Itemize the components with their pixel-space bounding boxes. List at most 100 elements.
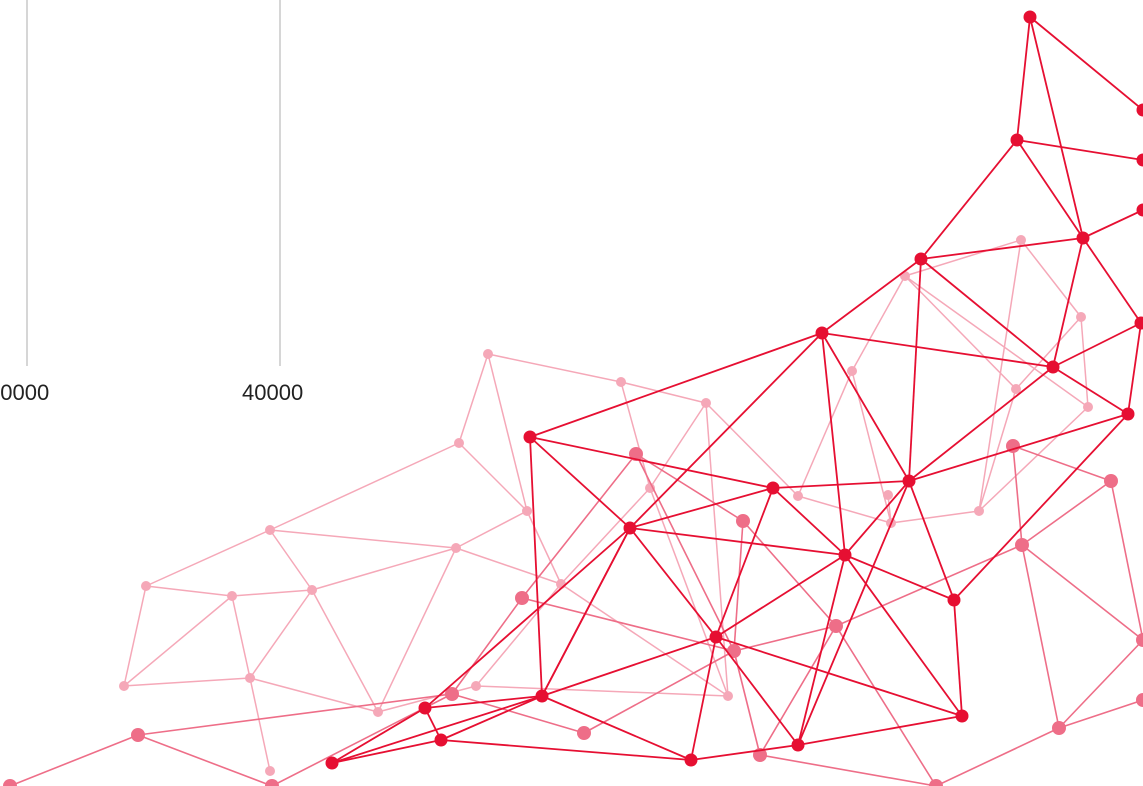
network-node [1136, 693, 1143, 707]
network-node [629, 447, 643, 461]
network-edge [1058, 699, 1143, 729]
network-node [522, 506, 532, 516]
network-node [791, 738, 805, 752]
network-edge [908, 413, 1129, 482]
network-edge [487, 353, 622, 383]
network-edge [844, 554, 963, 717]
network-node [515, 591, 529, 605]
network-edge [249, 677, 271, 772]
network-edge [1012, 445, 1112, 482]
network-node [131, 728, 145, 742]
network-edge [331, 739, 442, 764]
network-edge [920, 237, 1084, 260]
network-edge [742, 520, 837, 627]
network-node [1136, 103, 1143, 117]
network-edge [835, 625, 937, 786]
network-node [914, 252, 928, 266]
network-edge [1016, 16, 1031, 141]
network-node [883, 490, 893, 500]
network-edge [529, 436, 774, 489]
network-node [1136, 153, 1143, 167]
network-node [434, 733, 448, 747]
network-edge [560, 583, 729, 697]
network-edge [772, 480, 910, 489]
network-edge [123, 677, 251, 687]
network-edge [451, 693, 585, 734]
network-edge [1052, 237, 1084, 368]
network-node [451, 543, 461, 553]
network-edge [1021, 480, 1112, 546]
network-edge [1082, 209, 1143, 239]
network-node [454, 438, 464, 448]
network-edge [541, 527, 631, 697]
network-edge [953, 599, 963, 717]
network-edge [978, 388, 1017, 512]
network-node [929, 779, 943, 786]
axis-gridline-40000 [279, 0, 281, 366]
network-edge [1016, 139, 1084, 239]
network-edge [1012, 445, 1023, 546]
network-edge [635, 453, 735, 652]
network-node [1046, 360, 1060, 374]
network-edge [733, 650, 761, 756]
network-edge [935, 727, 1060, 786]
network-edge [797, 554, 846, 746]
network-edge [311, 547, 457, 591]
network-edge [440, 739, 692, 761]
network-edge [487, 353, 528, 512]
network-edge [690, 636, 717, 761]
network-edge [123, 595, 233, 687]
network-node [1136, 633, 1143, 647]
network-node [727, 644, 741, 658]
network-edge [1080, 316, 1089, 408]
network-edge [649, 402, 707, 489]
network-node [815, 326, 829, 340]
network-node [1121, 407, 1135, 421]
network-node [1076, 312, 1086, 322]
network-edge [521, 597, 735, 652]
network-edge [231, 595, 251, 679]
network-node [1104, 474, 1118, 488]
network-node [1076, 231, 1090, 245]
network-node [1015, 538, 1029, 552]
network-node [307, 585, 317, 595]
network-node [793, 491, 803, 501]
network-edge [978, 239, 1022, 512]
network-layer-mid [3, 439, 1143, 786]
network-node [1052, 721, 1066, 735]
network-layer-light [119, 235, 1093, 776]
network-edge [269, 442, 460, 531]
network-node [418, 701, 432, 715]
network-edge [541, 695, 692, 761]
network-edge [920, 258, 1054, 368]
network-node [847, 366, 857, 376]
network-edge [705, 402, 799, 497]
network-node [1134, 316, 1143, 330]
network-node [1010, 133, 1024, 147]
network-edge [904, 275, 1017, 390]
network-edge [331, 707, 426, 764]
network-edge [620, 381, 651, 489]
network-edge [529, 332, 823, 438]
network-node [1016, 235, 1026, 245]
network-edge [904, 275, 1089, 408]
network-node [947, 593, 961, 607]
network-edge [1052, 366, 1129, 415]
network-edge [715, 554, 846, 638]
network-edge [1021, 544, 1143, 641]
network-edge [331, 695, 543, 764]
network-edge [541, 636, 717, 697]
network-node [623, 521, 637, 535]
network-node [227, 591, 237, 601]
network-edge [529, 436, 543, 697]
network-edge [629, 487, 774, 529]
network-edge [978, 406, 1089, 512]
network-node [265, 525, 275, 535]
network-node [245, 673, 255, 683]
network-node [265, 779, 279, 786]
network-edge [451, 597, 523, 695]
network-node [141, 581, 151, 591]
network-edge [890, 510, 980, 524]
